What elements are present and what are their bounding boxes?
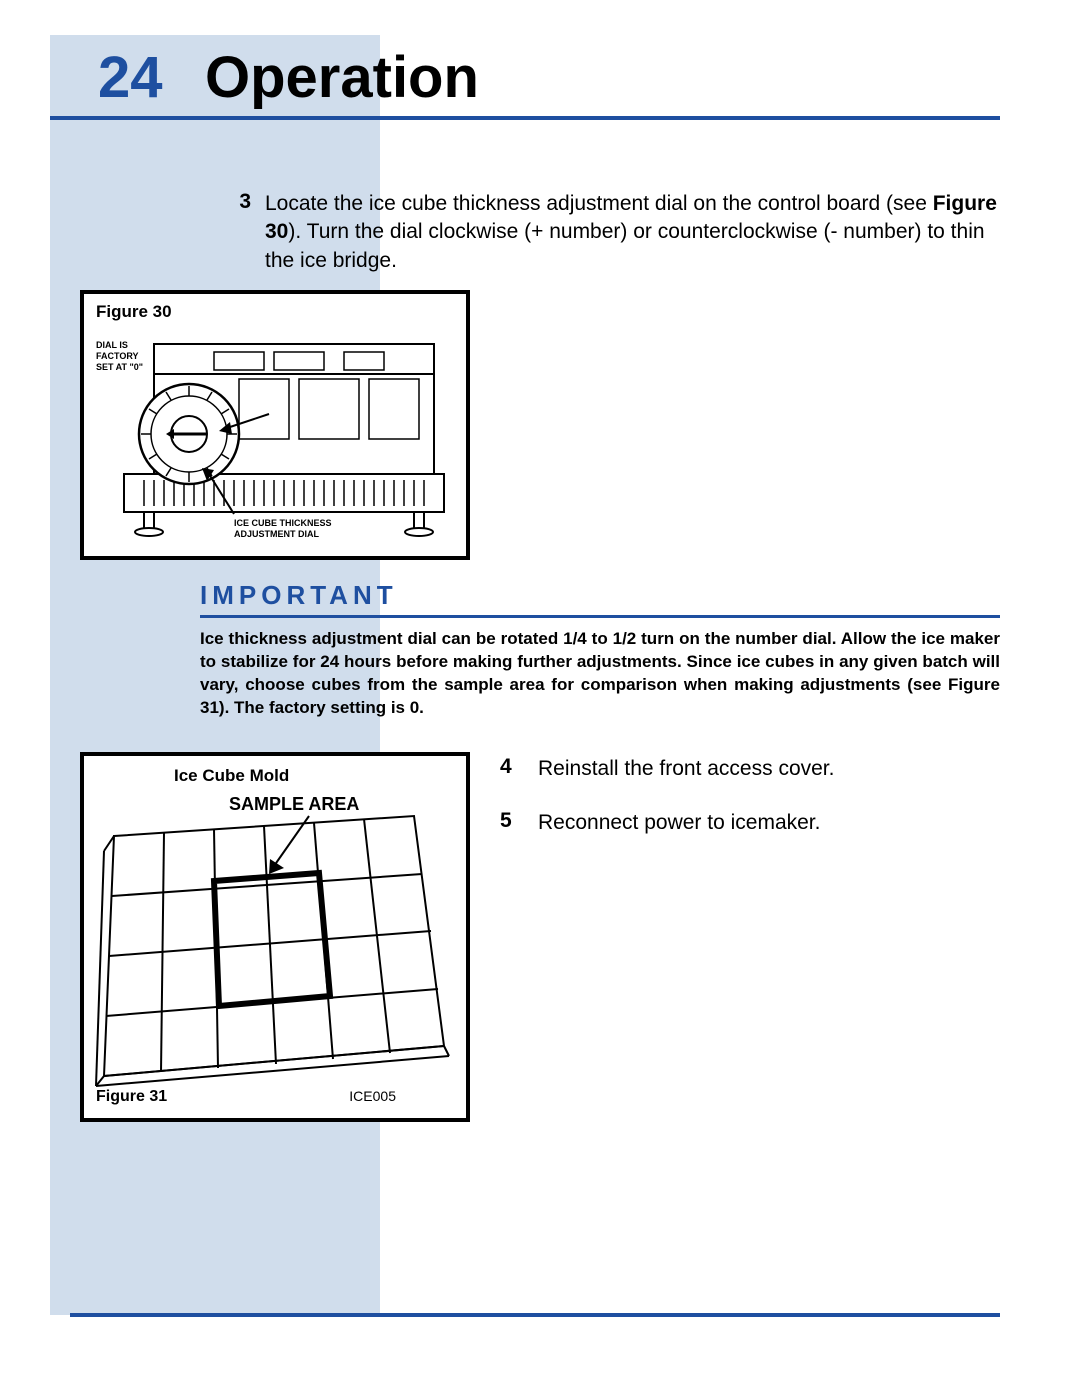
step-5-number: 5 (500, 809, 524, 837)
steps-4-5: 4 Reinstall the front access cover. 5 Re… (500, 755, 1000, 864)
figure-31-title: Ice Cube Mold (174, 766, 289, 786)
important-text: Ice thickness adjustment dial can be rot… (200, 628, 1000, 720)
figure-30: Figure 30 DIAL IS FACTORY SET AT "0" ICE… (80, 290, 470, 560)
step-4-text: Reinstall the front access cover. (538, 755, 834, 783)
step-3-text-b: ). Turn the dial clockwise (+ number) or… (265, 220, 985, 271)
footer-rule (70, 1313, 1000, 1317)
step-3-number: 3 (235, 190, 265, 214)
page-number: 24 (98, 44, 163, 111)
step-3-text-a: Locate the ice cube thickness adjustment… (265, 192, 933, 215)
important-title: IMPORTANT (200, 580, 1000, 618)
step-3: 3 Locate the ice cube thickness adjustme… (80, 190, 1000, 293)
step-3-text: Locate the ice cube thickness adjustment… (265, 190, 1000, 275)
step-5-text: Reconnect power to icemaker. (538, 809, 820, 837)
figure-31: Ice Cube Mold SAMPLE AREA Figure 31 ICE0… (80, 752, 470, 1122)
figure-31-diagram (94, 796, 464, 1101)
page-header: 24 Operation (50, 35, 1000, 120)
step-4-number: 4 (500, 755, 524, 783)
page-title: Operation (205, 44, 479, 111)
important-block: IMPORTANT Ice thickness adjustment dial … (200, 580, 1000, 720)
figure-30-diagram (94, 324, 464, 549)
figure-30-label: Figure 30 (96, 302, 172, 322)
